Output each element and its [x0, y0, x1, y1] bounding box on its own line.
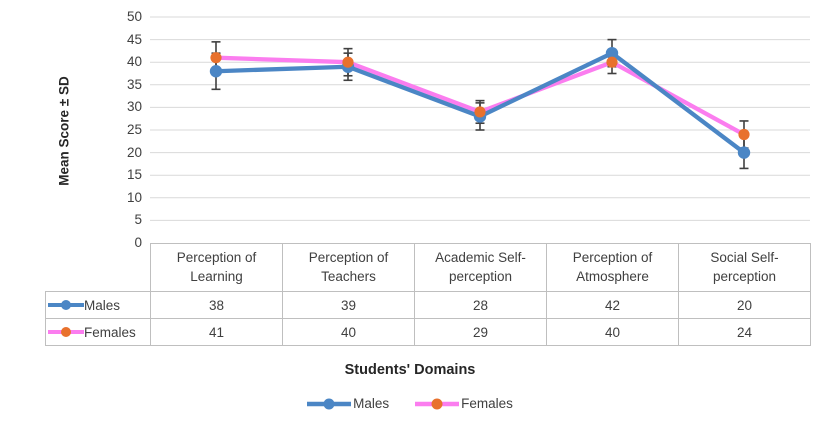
data-table: Perception of Learning Perception of Teac… — [45, 243, 811, 346]
marker-females — [606, 56, 618, 68]
y-tick-label: 5 — [134, 212, 142, 228]
error-bar-males — [343, 52, 353, 82]
y-tick-label: 40 — [126, 54, 142, 70]
y-tick-label: 15 — [126, 167, 142, 183]
y-tick-label: 10 — [126, 189, 142, 205]
y-tick-label: 50 — [126, 9, 142, 24]
y-tick-label: 45 — [126, 31, 142, 47]
marker-males — [473, 110, 487, 123]
value-cell: 40 — [282, 318, 415, 346]
y-tick-label: 30 — [126, 99, 142, 115]
error-bar-females — [211, 41, 221, 75]
value-cell: 41 — [150, 318, 283, 346]
marker-females — [738, 128, 750, 141]
males-series-key-icon — [307, 398, 352, 409]
plot-area — [150, 16, 810, 221]
y-tick-label: 20 — [126, 144, 142, 160]
y-axis-tick-labels: 0 5 10 15 20 25 30 35 40 45 50 — [0, 0, 142, 260]
error-bar-males — [607, 38, 617, 68]
x-axis-title: Students' Domains — [344, 362, 476, 378]
row-label-wrap: Males — [46, 298, 150, 313]
y-tick-label: 35 — [126, 76, 142, 92]
column-header: Social Self-perception — [678, 243, 811, 292]
y-tick-label: 25 — [126, 122, 142, 137]
column-header: Perception of Atmosphere — [546, 243, 679, 292]
error-bar-females — [739, 120, 749, 149]
value-cell: 42 — [546, 291, 679, 319]
marker-males — [341, 60, 355, 73]
column-header: Perception of Teachers — [282, 243, 415, 292]
value-cell: 20 — [678, 291, 811, 319]
chart-legend: Males Females — [0, 396, 820, 411]
error-bar-females — [475, 99, 485, 125]
legend-label: Females — [461, 396, 513, 411]
males-series-key-icon — [48, 300, 84, 310]
column-header: Academic Self-perception — [414, 243, 547, 292]
value-cell: 28 — [414, 291, 547, 319]
table-corner-cell — [46, 244, 151, 292]
error-bar-females — [343, 47, 353, 77]
y-tick-label: 0 — [134, 235, 142, 250]
value-cell: 29 — [414, 318, 547, 346]
value-cell: 39 — [282, 291, 415, 319]
series-name-label: Males — [84, 297, 121, 313]
females-series-key-icon — [48, 327, 84, 337]
column-header: Perception of Learning — [150, 243, 283, 292]
error-bar-males — [211, 52, 221, 91]
legend-label: Males — [353, 396, 390, 411]
legend-item-females: Females — [415, 396, 513, 411]
females-series-key-icon — [415, 398, 460, 409]
marker-females — [474, 106, 486, 118]
series-line-females — [213, 55, 747, 137]
marker-females — [210, 52, 222, 64]
error-bar-females — [607, 50, 617, 75]
error-bar-males — [475, 102, 485, 131]
value-cell: 24 — [678, 318, 811, 346]
error-bar-males — [739, 135, 749, 170]
row-label-males: Males — [45, 291, 151, 319]
marker-males — [605, 46, 619, 60]
row-label-females: Females — [45, 318, 151, 346]
marker-males — [737, 146, 751, 159]
row-label-wrap: Females — [46, 325, 150, 340]
series-name-label: Females — [84, 324, 136, 340]
legend-item-males: Males — [307, 396, 389, 411]
marker-females — [342, 56, 354, 68]
series-line-males — [213, 51, 747, 155]
value-cell: 40 — [546, 318, 679, 346]
marker-males — [209, 65, 223, 78]
value-cell: 38 — [150, 291, 283, 319]
